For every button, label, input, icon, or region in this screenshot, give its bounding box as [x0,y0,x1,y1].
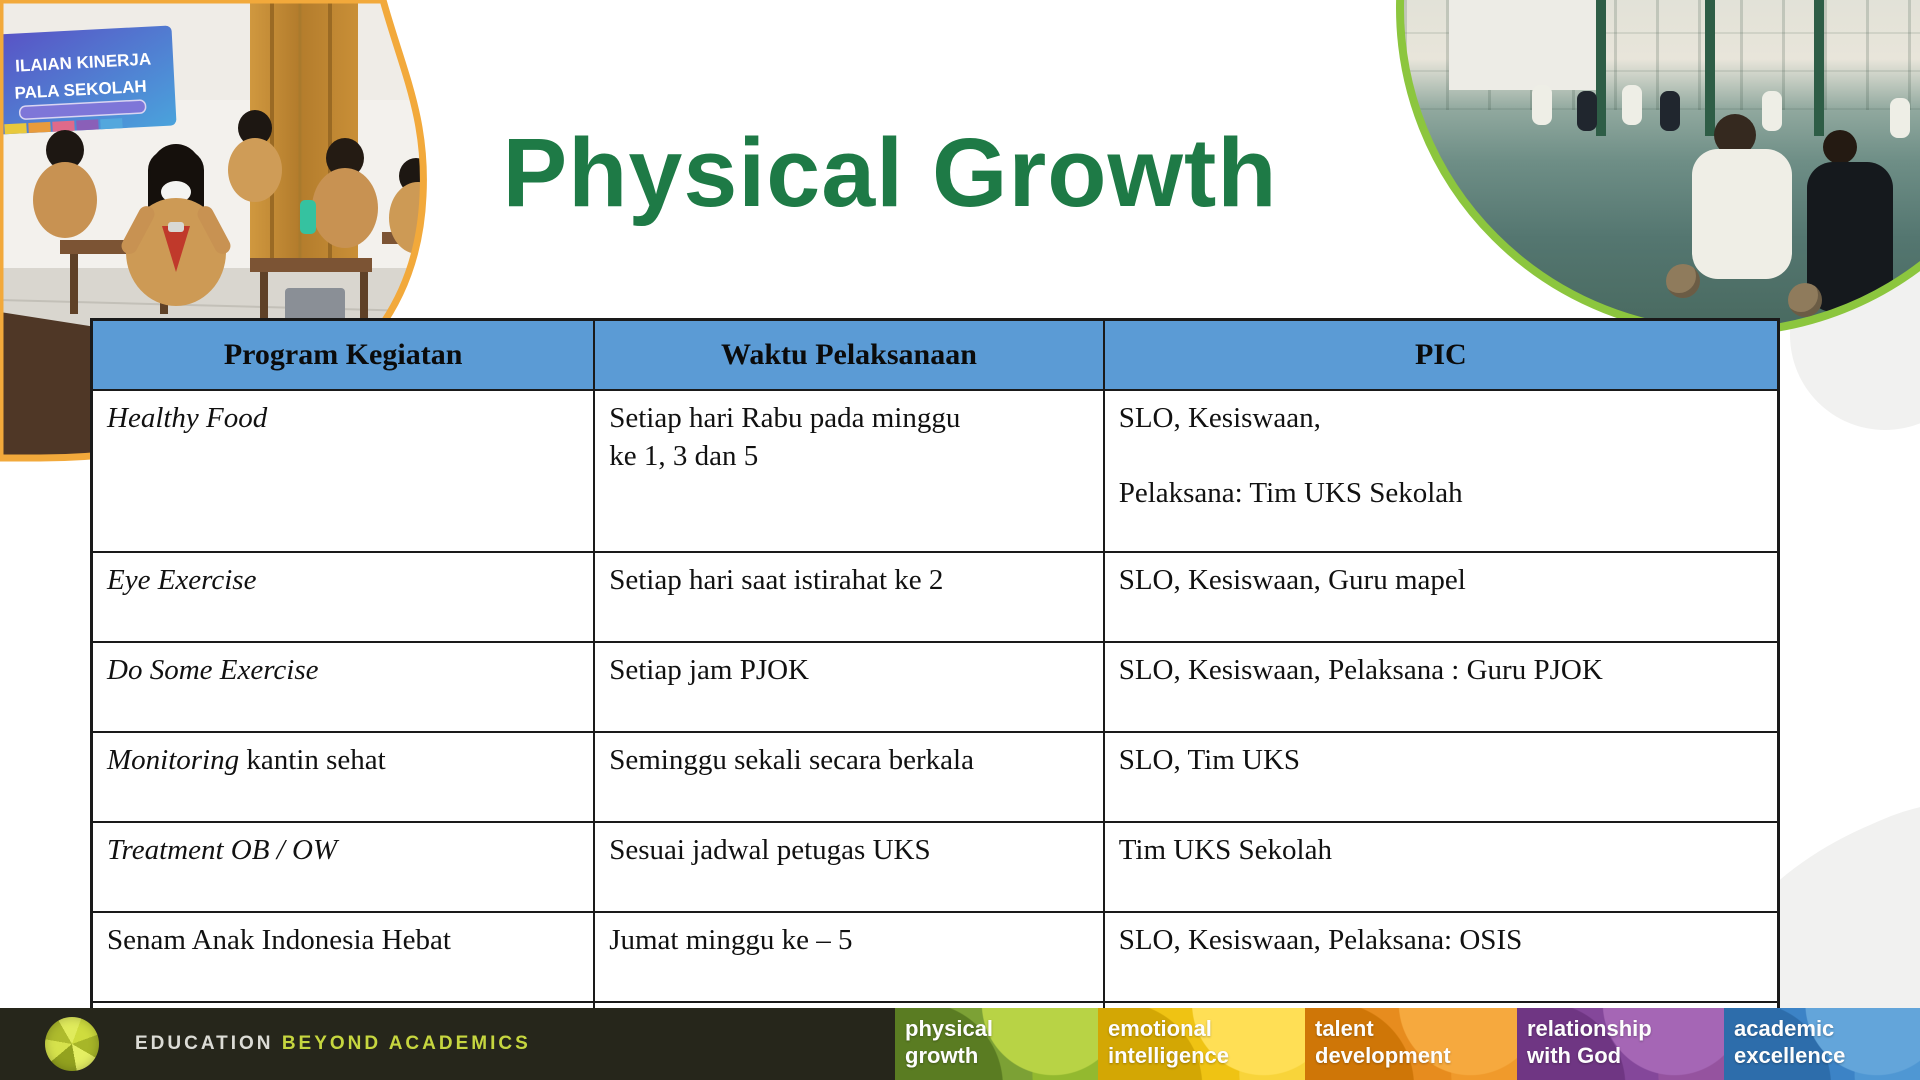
gym-student [1660,91,1680,132]
program-text: kantin sehat [239,744,386,776]
brand-secondary: BEYOND ACADEMICS [281,1033,531,1054]
program-text: Do Some Exercise [107,654,319,686]
program-cell: Monitoring kantin sehat [90,731,596,823]
header-program-kegiatan: Program Kegiatan [90,318,596,391]
tab-label-line2: development [1315,1043,1451,1068]
footer-bar: EDUCATION BEYOND ACADEMICS physical growt… [0,1008,1920,1080]
program-text: Eye Exercise [107,564,257,596]
waktu-cell: Seminggu sekali secara berkala [593,731,1105,823]
gym-player-head [1714,113,1757,156]
table-row: Do Some Exercise Setiap jam PJOK SLO, Kesi… [90,641,1780,733]
program-cell: Healthy Food [90,389,596,553]
table-header-row: Program Kegiatan Waktu Pelaksanaan PIC [90,318,1780,391]
tab-label-line1: talent [1315,1016,1374,1041]
gym-post [1813,0,1824,136]
footer-tab-academic: academic excellence [1724,1008,1920,1080]
pic-cell: SLO, Kesiswaan, Pelaksana: Tim UKS Sekol… [1102,389,1780,553]
tab-label-line2: excellence [1734,1043,1846,1068]
gym-post [1704,0,1715,136]
program-table: Program Kegiatan Waktu Pelaksanaan PIC H… [90,318,1780,1080]
program-cell: Treatment OB / OW [90,821,596,913]
footer-tab-emotional: emotional intelligence [1098,1008,1305,1080]
tab-label-line1: academic [1734,1016,1835,1041]
program-table-body: Healthy Food Setiap hari Rabu pada minggu… [90,389,1780,1080]
pic-cell: SLO, Kesiswaan, Guru mapel [1102,551,1780,643]
gym-post [1596,0,1606,136]
program-text: Senam Anak Indonesia Hebat [107,924,451,956]
program-text: Treatment OB / OW [107,834,338,866]
program-table-wrap: Program Kegiatan Waktu Pelaksanaan PIC H… [90,318,1780,1080]
tab-label-line1: physical [905,1016,994,1041]
header-pic: PIC [1102,318,1780,391]
gym-player2 [1807,161,1894,312]
footer-tab-physical: physical growth [895,1008,1098,1080]
tab-label-line1: emotional [1108,1016,1212,1041]
tab-label-line2: with God [1527,1043,1622,1068]
footer-tabs: physical growth emotional intelligence talen… [895,1008,1920,1080]
table-row: Healthy Food Setiap hari Rabu pada minggu… [90,389,1780,553]
basketball-icon [1666,264,1701,298]
footer-tab-relationship: relationship with God [1517,1008,1724,1080]
header-waktu-pelaksanaan: Waktu Pelaksanaan [593,318,1105,391]
waktu-cell: Setiap hari Rabu pada minggu ke 1, 3 dan… [593,389,1105,553]
classroom-banner: ILAIAN KINERJA PALA SEKOLAH [0,25,177,135]
pic-cell: Tim UKS Sekolah [1102,821,1780,913]
program-text: Monitoring [107,744,240,776]
program-text: Healthy Food [107,402,268,434]
waktu-cell: Sesuai jadwal petugas UKS [593,821,1105,913]
waktu-cell: Setiap hari saat istirahat ke 2 [593,551,1105,643]
gym-student [1890,97,1911,138]
basketball-icon [1788,283,1822,318]
pic-cell: SLO, Tim UKS [1102,731,1780,823]
table-row: Treatment OB / OW Sesuai jadwal petugas U… [90,821,1780,913]
brand-text: EDUCATION BEYOND ACADEMICS [135,1033,531,1055]
gym-student [1576,91,1597,132]
eba-logo-icon [45,1017,99,1071]
waktu-cell: Setiap jam PJOK [593,641,1105,733]
program-cell: Eye Exercise [90,551,596,643]
footer-tab-talent: talent development [1305,1008,1517,1080]
tab-label-line2: intelligence [1108,1043,1230,1068]
tab-label-line2: growth [905,1043,979,1068]
table-row: Senam Anak Indonesia Hebat Jumat minggu k… [90,911,1780,1003]
table-row: Eye Exercise Setiap hari saat istirahat k… [90,551,1780,643]
page-title: Physical Growth [502,118,1278,227]
gym-player2-head [1823,129,1858,164]
table-row: Monitoring kantin sehat Seminggu sekali s… [90,731,1780,823]
gym-building [1448,0,1603,90]
pic-cell: SLO, Kesiswaan, Pelaksana: OSIS [1102,911,1780,1003]
tab-label-line1: relationship [1527,1016,1652,1041]
gym-player [1692,148,1792,279]
gym-student [1762,91,1783,132]
brand-primary: EDUCATION [135,1033,274,1054]
gym-student [1621,84,1642,125]
gym-photo [1396,0,1920,336]
program-cell: Do Some Exercise [90,641,596,733]
program-cell: Senam Anak Indonesia Hebat [90,911,596,1003]
footer-brand: EDUCATION BEYOND ACADEMICS [0,1008,895,1080]
gym-student [1532,84,1552,125]
pic-cell: SLO, Kesiswaan, Pelaksana : Guru PJOK [1102,641,1780,733]
waktu-cell: Jumat minggu ke – 5 [593,911,1105,1003]
